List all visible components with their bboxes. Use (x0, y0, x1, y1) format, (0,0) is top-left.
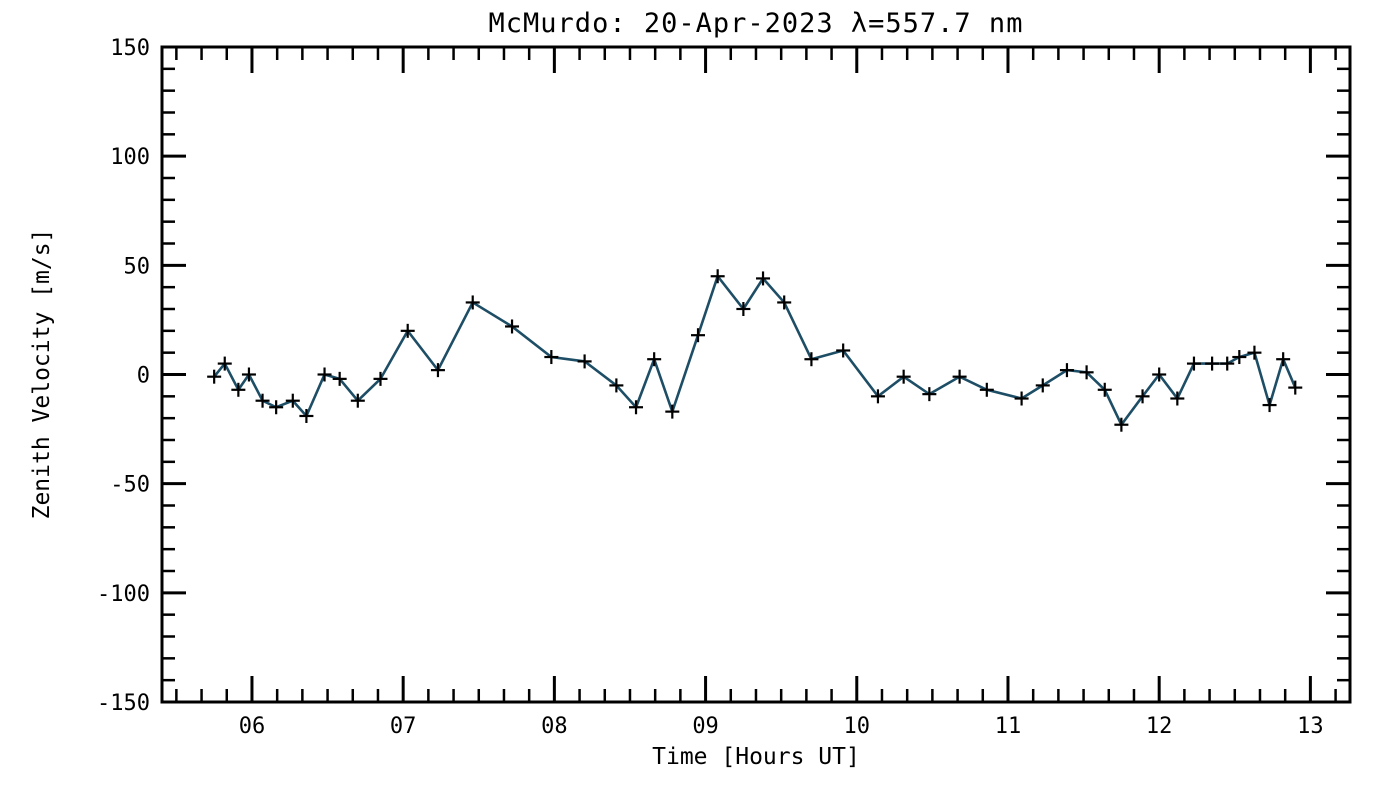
svg-text:07: 07 (390, 714, 417, 739)
x-axis-label: Time [Hours UT] (652, 744, 860, 770)
y-axis-label: Zenith Velocity [m/s] (29, 228, 55, 520)
svg-text:13: 13 (1297, 714, 1324, 739)
svg-text:-50: -50 (110, 473, 150, 498)
svg-text:-150: -150 (97, 691, 150, 716)
svg-text:-100: -100 (97, 582, 150, 607)
svg-text:50: 50 (124, 254, 151, 279)
svg-text:06: 06 (239, 714, 266, 739)
svg-text:10: 10 (844, 714, 871, 739)
svg-text:100: 100 (110, 145, 150, 170)
chart-title: McMurdo: 20-Apr-2023 λ=557.7 nm (488, 8, 1024, 39)
svg-text:150: 150 (110, 36, 150, 61)
svg-text:11: 11 (995, 714, 1022, 739)
svg-text:08: 08 (541, 714, 568, 739)
svg-text:12: 12 (1146, 714, 1173, 739)
svg-text:0: 0 (137, 364, 150, 389)
svg-text:09: 09 (692, 714, 719, 739)
